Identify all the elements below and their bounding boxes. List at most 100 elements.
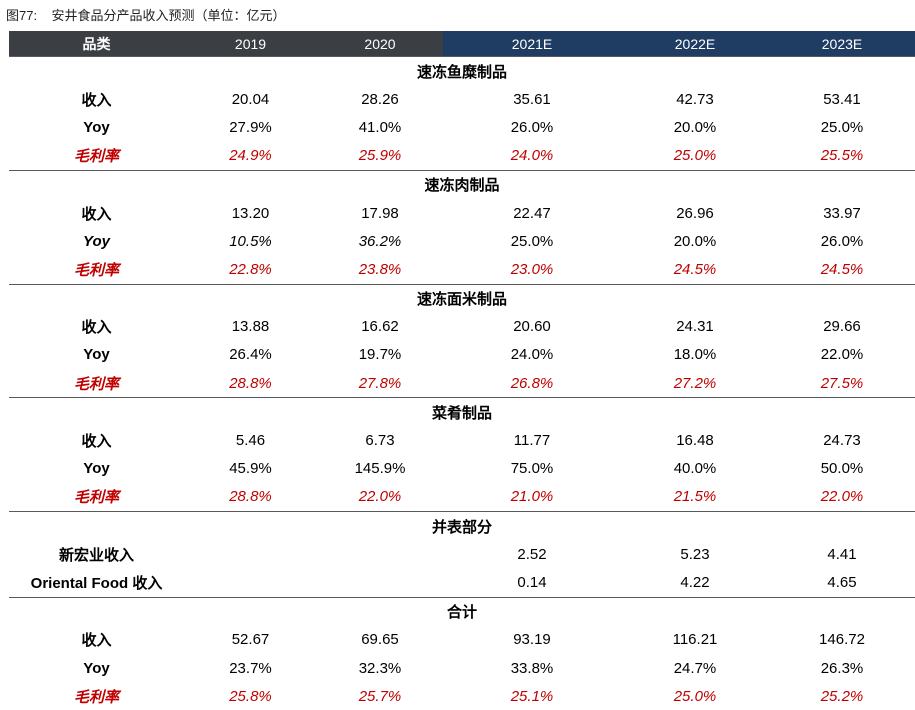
- table-cell: 40.0%: [621, 455, 769, 483]
- table-cell: 16.48: [621, 426, 769, 454]
- table-cell: 24.9%: [184, 142, 317, 171]
- row-label: 毛利率: [9, 142, 184, 171]
- table-cell: 16.62: [317, 313, 443, 341]
- table-cell: 27.8%: [317, 369, 443, 398]
- figure-caption: 图77: 安井食品分产品收入预测（单位：亿元）: [6, 5, 286, 24]
- table-cell: 22.0%: [769, 483, 915, 512]
- table-cell: 25.5%: [769, 142, 915, 171]
- table-cell: 24.73: [769, 426, 915, 454]
- section-header-row: 并表部分: [9, 512, 915, 541]
- table-cell: 18.0%: [621, 341, 769, 369]
- table-cell: 45.9%: [184, 455, 317, 483]
- row-label: Oriental Food 收入: [9, 568, 184, 597]
- table-cell: 25.1%: [443, 682, 621, 710]
- table-cell: 13.88: [184, 313, 317, 341]
- section-title: 速冻肉制品: [9, 170, 915, 199]
- table-cell: 145.9%: [317, 455, 443, 483]
- header-year: 2023E: [769, 31, 915, 57]
- table-cell: 25.7%: [317, 682, 443, 710]
- section-header-row: 菜肴制品: [9, 398, 915, 427]
- table-cell: [317, 568, 443, 597]
- table-cell: 33.8%: [443, 654, 621, 682]
- row-label: 毛利率: [9, 255, 184, 284]
- table-cell: 25.0%: [443, 227, 621, 255]
- row-label: Yoy: [9, 654, 184, 682]
- table-cell: 35.61: [443, 85, 621, 113]
- table-cell: 5.23: [621, 540, 769, 568]
- table-cell: 26.0%: [443, 113, 621, 141]
- table-cell: 41.0%: [317, 113, 443, 141]
- section-title: 速冻鱼糜制品: [9, 57, 915, 86]
- table-cell: 17.98: [317, 199, 443, 227]
- row-label: 收入: [9, 313, 184, 341]
- table-cell: 27.9%: [184, 113, 317, 141]
- table-cell: 2.52: [443, 540, 621, 568]
- table-cell: 146.72: [769, 626, 915, 654]
- table-cell: 24.0%: [443, 142, 621, 171]
- table-cell: 25.0%: [769, 113, 915, 141]
- table-cell: 22.8%: [184, 255, 317, 284]
- figure-number: 图77:: [6, 8, 37, 23]
- table-cell: 28.8%: [184, 369, 317, 398]
- table-cell: 23.8%: [317, 255, 443, 284]
- section-header-row: 速冻面米制品: [9, 284, 915, 313]
- section-header-row: 速冻肉制品: [9, 170, 915, 199]
- table-cell: 22.47: [443, 199, 621, 227]
- table-cell: 20.0%: [621, 113, 769, 141]
- table-cell: 22.0%: [317, 483, 443, 512]
- row-label: 毛利率: [9, 682, 184, 710]
- table-cell: 27.5%: [769, 369, 915, 398]
- table-cell: 25.2%: [769, 682, 915, 710]
- header-year: 2019: [184, 31, 317, 57]
- figure-title: 安井食品分产品收入预测（单位：亿元）: [52, 8, 286, 23]
- table-cell: 24.0%: [443, 341, 621, 369]
- table-cell: 13.20: [184, 199, 317, 227]
- table-cell: 4.41: [769, 540, 915, 568]
- row-label: 毛利率: [9, 483, 184, 512]
- row-label: Yoy: [9, 227, 184, 255]
- table-cell: 25.0%: [621, 682, 769, 710]
- table-cell: 93.19: [443, 626, 621, 654]
- row-label: 毛利率: [9, 369, 184, 398]
- table-cell: 52.67: [184, 626, 317, 654]
- table-header: 品类 2019 2020 2021E 2022E 2023E: [9, 31, 915, 57]
- table-cell: 26.4%: [184, 341, 317, 369]
- header-year: 2020: [317, 31, 443, 57]
- table-cell: 27.2%: [621, 369, 769, 398]
- table-cell: 33.97: [769, 199, 915, 227]
- table-cell: 4.65: [769, 568, 915, 597]
- section-header-row: 合计: [9, 597, 915, 626]
- table-cell: 20.60: [443, 313, 621, 341]
- table-cell: 19.7%: [317, 341, 443, 369]
- table-cell: [184, 540, 317, 568]
- table-cell: 36.2%: [317, 227, 443, 255]
- table-cell: 50.0%: [769, 455, 915, 483]
- header-category: 品类: [9, 31, 184, 57]
- table-cell: 28.8%: [184, 483, 317, 512]
- row-label: 收入: [9, 626, 184, 654]
- table-cell: 26.8%: [443, 369, 621, 398]
- row-label: 收入: [9, 85, 184, 113]
- table-cell: 10.5%: [184, 227, 317, 255]
- row-label: 新宏业收入: [9, 540, 184, 568]
- table-cell: 24.5%: [621, 255, 769, 284]
- table-cell: 21.5%: [621, 483, 769, 512]
- section-title: 并表部分: [9, 512, 915, 541]
- table-cell: 116.21: [621, 626, 769, 654]
- table-cell: 28.26: [317, 85, 443, 113]
- table-cell: 26.3%: [769, 654, 915, 682]
- section-title: 速冻面米制品: [9, 284, 915, 313]
- table-cell: [317, 540, 443, 568]
- row-label: Yoy: [9, 455, 184, 483]
- header-year: 2022E: [621, 31, 769, 57]
- table-cell: 32.3%: [317, 654, 443, 682]
